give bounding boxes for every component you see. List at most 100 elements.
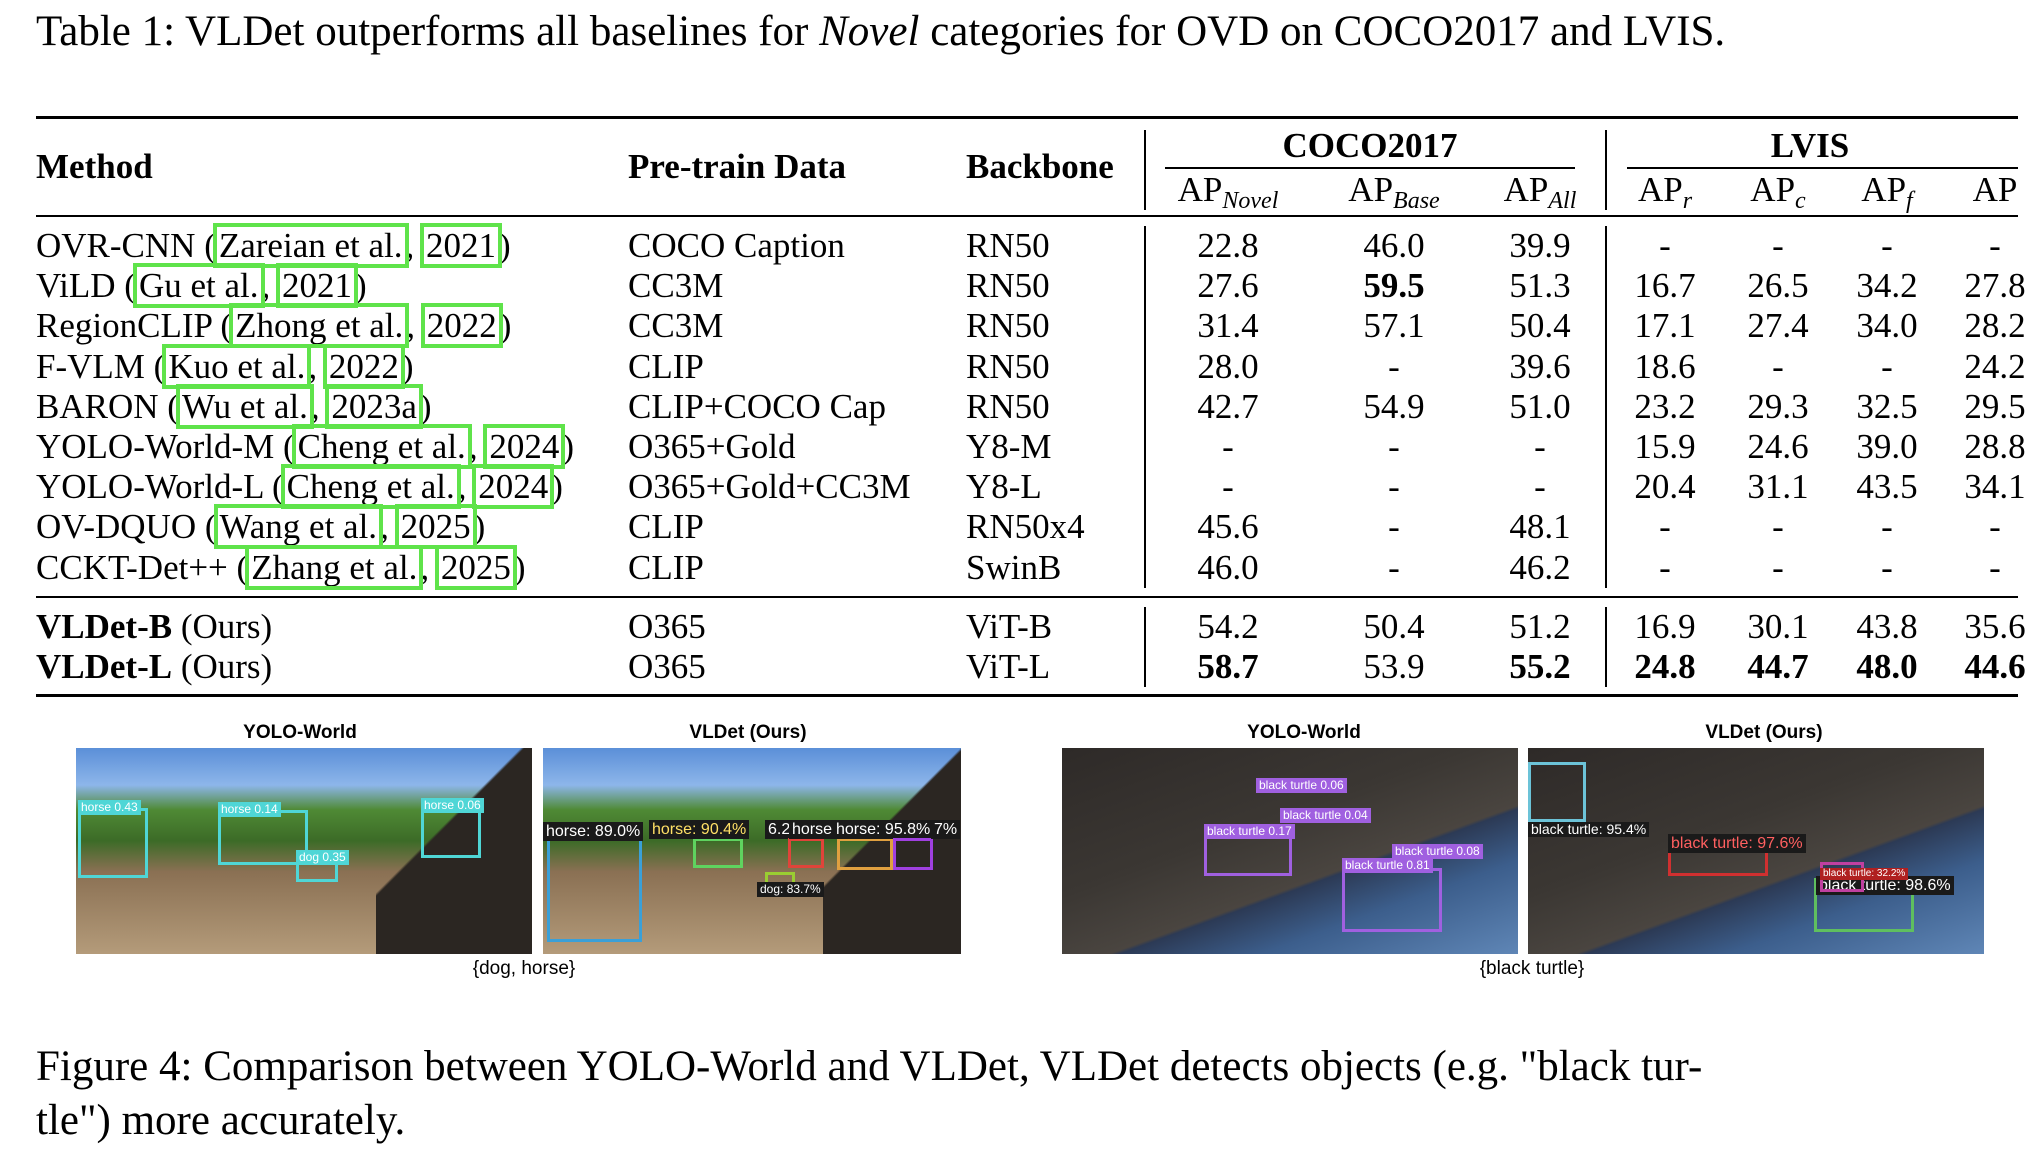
method-cell-ours: VLDet-L (Ours) bbox=[36, 647, 272, 687]
value-cell-ours: 16.9 bbox=[1634, 607, 1696, 646]
header-ap-r: APr bbox=[1637, 170, 1693, 214]
header-lvis: LVIS bbox=[1770, 126, 1850, 165]
ours-suffix: (Ours) bbox=[172, 647, 273, 686]
citation-author-link[interactable]: Cheng et al. bbox=[291, 424, 472, 469]
yolo-box-horse-2 bbox=[218, 810, 308, 865]
citation-author-link[interactable]: Cheng et al. bbox=[280, 464, 461, 510]
value-cell-ours: 44.7 bbox=[1747, 647, 1809, 686]
yolo-label-horse-1: horse 0.43 bbox=[78, 800, 141, 815]
backbone-cell: ViT-L bbox=[966, 647, 1051, 686]
citation-author-link[interactable]: Zhong et al. bbox=[229, 303, 410, 349]
vsep-body-2 bbox=[1605, 226, 1607, 588]
value-cell-ours: 55.2 bbox=[1509, 647, 1571, 686]
value-cell-ours: 53.9 bbox=[1363, 647, 1425, 686]
citation-separator: , bbox=[468, 427, 487, 466]
value-cell: 23.2 bbox=[1634, 386, 1696, 426]
citation-close: ) bbox=[419, 386, 432, 426]
vldet-box-horse-3 bbox=[788, 838, 824, 868]
method-name: OV-DQUO ( bbox=[36, 507, 217, 547]
citation-author-link[interactable]: Gu et al. bbox=[132, 263, 265, 309]
citation-author-link[interactable]: Kuo et al. bbox=[162, 343, 312, 389]
value-cell: 34.1 bbox=[1964, 467, 2026, 507]
yolo-turtle-box-1 bbox=[1204, 836, 1292, 876]
value-cell-ours: 48.0 bbox=[1856, 647, 1918, 686]
value-cell-ours: 24.8 bbox=[1634, 647, 1696, 686]
citation-separator: , bbox=[457, 467, 476, 507]
value-cell: - bbox=[1388, 547, 1400, 587]
method-cell: OV-DQUO (Wang et al., 2025) bbox=[36, 504, 486, 550]
value-cell: 24.2 bbox=[1964, 346, 2026, 386]
citation-close: ) bbox=[473, 507, 486, 547]
yolo-turtle-label-1: black turtle 0.06 bbox=[1256, 778, 1347, 793]
vsep-ours-1 bbox=[1144, 607, 1146, 687]
backbone-cell: RN50 bbox=[966, 306, 1050, 346]
method-cell: YOLO-World-L (Cheng et al., 2024) bbox=[36, 464, 563, 510]
citation-year-link[interactable]: 2023a bbox=[325, 383, 423, 429]
value-cell: 46.2 bbox=[1509, 547, 1571, 587]
value-cell: 42.7 bbox=[1197, 386, 1259, 426]
value-cell-ours: 54.2 bbox=[1197, 607, 1259, 646]
vsep-header-2 bbox=[1605, 130, 1607, 210]
value-cell: 48.1 bbox=[1509, 507, 1571, 547]
method-cell: ViLD (Gu et al., 2021) bbox=[36, 263, 367, 309]
method-cell: F-VLM (Kuo et al., 2022) bbox=[36, 343, 414, 389]
citation-separator: , bbox=[380, 507, 398, 547]
citation-author-link[interactable]: Zareian et al. bbox=[212, 223, 409, 268]
value-cell: - bbox=[1222, 427, 1234, 466]
value-cell: 28.0 bbox=[1197, 346, 1259, 386]
value-cell: 45.6 bbox=[1197, 507, 1259, 547]
value-cell: - bbox=[1881, 346, 1893, 386]
value-cell: 50.4 bbox=[1509, 306, 1571, 346]
citation-separator: , bbox=[310, 386, 329, 426]
pretrain-cell: COCO Caption bbox=[628, 226, 845, 265]
value-cell: - bbox=[1881, 547, 1893, 587]
header-ap-base: APBase bbox=[1348, 170, 1440, 214]
citation-separator: , bbox=[261, 266, 280, 306]
prompt-left: {dog, horse} bbox=[472, 958, 576, 979]
backbone-cell: RN50x4 bbox=[966, 507, 1085, 547]
citation-author-link[interactable]: Zhang et al. bbox=[245, 544, 424, 590]
citation-close: ) bbox=[513, 547, 526, 587]
citation-year-link[interactable]: 2024 bbox=[483, 424, 566, 469]
value-cell-ours: 58.7 bbox=[1197, 647, 1259, 686]
vsep-ours-2 bbox=[1605, 607, 1607, 687]
method-name: BARON ( bbox=[36, 386, 179, 426]
value-cell: 54.9 bbox=[1363, 386, 1425, 426]
citation-year-link[interactable]: 2024 bbox=[472, 464, 555, 510]
citation-year-link[interactable]: 2021 bbox=[276, 263, 359, 309]
pretrain-cell: CLIP bbox=[628, 547, 704, 587]
value-cell: - bbox=[1772, 226, 1784, 265]
table-bottom-rule bbox=[36, 694, 2018, 697]
citation-author-link[interactable]: Wang et al. bbox=[213, 504, 384, 550]
backbone-cell: SwinB bbox=[966, 547, 1062, 587]
citation-year-link[interactable]: 2022 bbox=[322, 343, 405, 389]
pretrain-cell: O365 bbox=[628, 607, 706, 646]
citation-year-link[interactable]: 2022 bbox=[420, 303, 503, 349]
citation-close: ) bbox=[355, 266, 367, 306]
method-cell: RegionCLIP (Zhong et al., 2022) bbox=[36, 303, 511, 349]
backbone-cell: Y8-M bbox=[966, 427, 1052, 466]
citation-author-link[interactable]: Wu et al. bbox=[175, 383, 314, 429]
citation-year-link[interactable]: 2021 bbox=[420, 223, 502, 268]
citation-year-link[interactable]: 2025 bbox=[434, 544, 517, 590]
value-cell: 16.7 bbox=[1634, 266, 1696, 306]
citation-separator: , bbox=[420, 547, 438, 587]
value-cell: - bbox=[1989, 547, 2001, 587]
value-cell: 20.4 bbox=[1634, 467, 1696, 507]
panel-title-vldet-right: VLDet (Ours) bbox=[1705, 722, 1823, 743]
method-cell: YOLO-World-M (Cheng et al., 2024) bbox=[36, 424, 574, 469]
yolo-box-horse-3 bbox=[421, 806, 481, 858]
vldet-box-horse-5 bbox=[893, 838, 933, 870]
panel-title-vldet-left: VLDet (Ours) bbox=[689, 722, 807, 743]
header-ap: AP bbox=[1972, 170, 2018, 209]
panel-title-yolo-right: YOLO-World bbox=[1247, 722, 1361, 743]
table-header-rule bbox=[36, 215, 2018, 217]
citation-year-link[interactable]: 2025 bbox=[394, 504, 477, 550]
value-cell: 51.3 bbox=[1509, 266, 1571, 306]
value-cell: 27.4 bbox=[1747, 306, 1809, 346]
value-cell-ours: 51.2 bbox=[1509, 607, 1571, 646]
value-cell: - bbox=[1659, 547, 1671, 587]
header-coco: COCO2017 bbox=[1282, 126, 1458, 165]
yolo-turtle-label-3: black turtle 0.17 bbox=[1204, 824, 1295, 839]
value-cell: 18.6 bbox=[1634, 346, 1696, 386]
